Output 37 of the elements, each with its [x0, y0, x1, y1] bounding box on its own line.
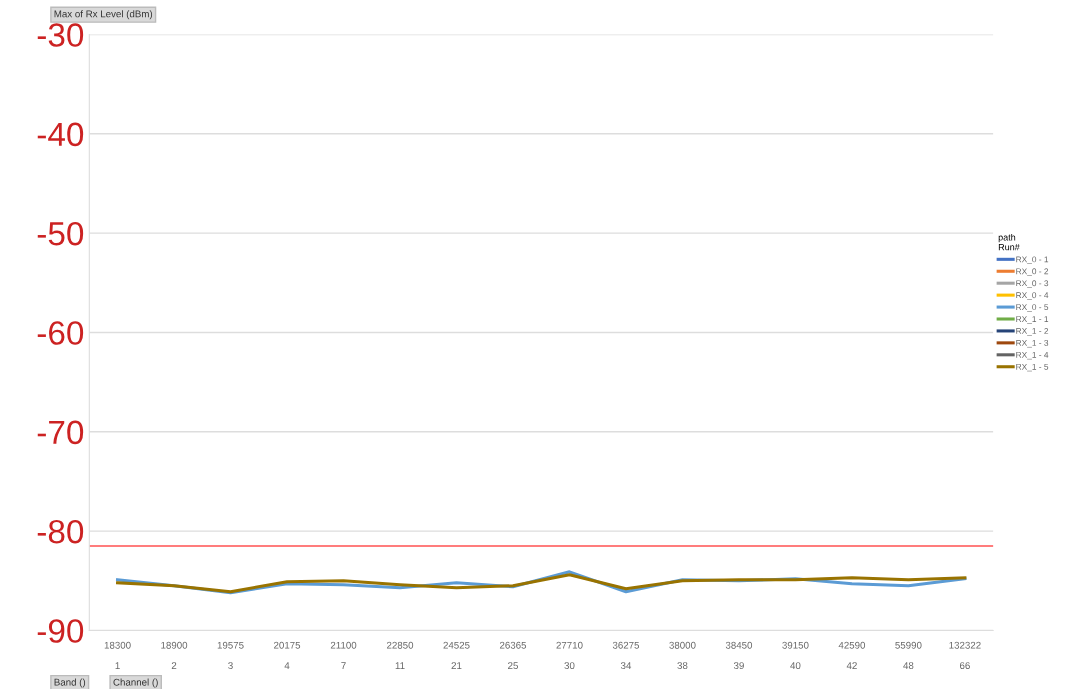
text: Channel ()	[113, 678, 158, 688]
legend-label: RX_0 - 4	[1016, 292, 1049, 300]
y-tick-label: -70	[37, 420, 84, 445]
category-label: 36275 34	[612, 641, 640, 670]
legend-label: RX_0 - 5	[1016, 304, 1049, 312]
legend-label: RX_0 - 1	[1016, 256, 1049, 264]
category-label: 38000 38	[669, 641, 696, 670]
category-label: 38450 39	[725, 641, 753, 670]
y-tick-label: -60	[37, 321, 84, 345]
category-label: 55990 48	[895, 641, 922, 670]
legend-label: RX_0 - 3	[1016, 280, 1049, 288]
legend-label: RX_0 - 2	[1016, 268, 1049, 276]
category-label: 39150 40	[782, 641, 809, 670]
category-label: 21100 7	[330, 641, 357, 669]
legend-title: path Run#	[998, 233, 1020, 251]
category-label: 22850 11	[386, 641, 414, 669]
category-label: 24525 21	[443, 641, 470, 669]
text: Band ()	[54, 678, 86, 688]
legend-label: RX_1 - 3	[1016, 339, 1049, 348]
category-label: 27710 30	[556, 641, 583, 670]
legend-label: RX_1 - 5	[1016, 363, 1049, 372]
y-tick-label: -80	[37, 519, 84, 544]
y-tick-label: -30	[37, 23, 84, 47]
category-label: 19575 3	[217, 641, 244, 670]
category-label: 26365 25	[499, 641, 527, 670]
category-label: 42590 42	[838, 641, 866, 669]
category-label: 20175 4	[274, 641, 301, 669]
chart-title: Max of Rx Level (dBm)	[54, 10, 153, 20]
y-tick-label: -40	[37, 122, 84, 147]
legend-label: RX_1 - 4	[1016, 351, 1049, 360]
y-tick-label: -50	[37, 221, 84, 246]
legend-label: RX_1 - 1	[1016, 316, 1049, 324]
category-label: 18900 2	[161, 641, 188, 669]
category-label: 18300 1	[104, 641, 131, 669]
legend-label: RX_1 - 2	[1016, 328, 1049, 336]
category-label: 132322 66	[949, 641, 981, 670]
y-tick-label: -90	[37, 619, 84, 643]
